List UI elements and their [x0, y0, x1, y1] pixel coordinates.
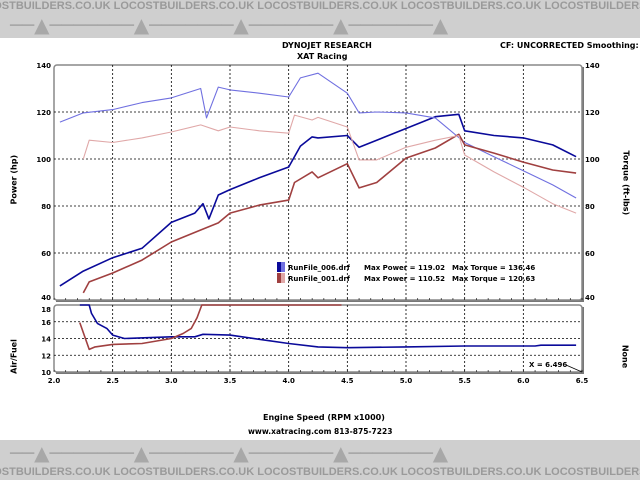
watermark-bottom: ──▲───────▲───────▲───────▲───────▲ LOCO… — [0, 440, 640, 480]
watermark-text: LOCOSTBUILDERS.CO.UK LOCOSTBUILDERS.CO.U… — [0, 466, 640, 478]
chart-subtitle: XAT Racing — [297, 52, 348, 61]
chart-title: DYNOJET RESEARCH — [282, 41, 372, 50]
x-tick-label: 4.5 — [341, 377, 354, 385]
y-tick-label: 12 — [41, 352, 51, 360]
y2-tick-label: 60 — [585, 250, 595, 258]
x-tick-label: 5.0 — [400, 377, 413, 385]
x-tick-label: 6.0 — [517, 377, 530, 385]
legend-swatch-torque — [281, 262, 285, 272]
x-axis-label: Engine Speed (RPM x1000) — [263, 413, 385, 422]
x-tick-label: 3.0 — [165, 377, 178, 385]
x-tick-label: 4.0 — [282, 377, 295, 385]
plot-area — [53, 64, 583, 301]
contact-info: www.xatracing.com 813-875-7223 — [248, 427, 393, 436]
y-tick-label: 120 — [36, 109, 51, 117]
series-line-run006_power-airfuel — [79, 304, 577, 349]
y-tick-label: 16 — [41, 319, 51, 327]
cursor-annotation: X = 6.496 — [529, 361, 567, 369]
y-tick-label: 80 — [41, 203, 51, 211]
legend-max-torque: Max Torque = 120.63 — [452, 275, 535, 283]
y2-tick-label: 100 — [585, 156, 600, 164]
y2-tick-label: 40 — [585, 294, 595, 302]
y-tick-label: 14 — [41, 336, 51, 344]
watermark-text: LOCOSTBUILDERS.CO.UK LOCOSTBUILDERS.CO.U… — [0, 0, 640, 12]
legend-file: RunFile_001.drf — [288, 275, 351, 283]
annotation-leader — [565, 364, 583, 373]
x-tick-label: 5.5 — [458, 377, 471, 385]
y2-tick-label: 80 — [585, 203, 595, 211]
series-line-run001_torque — [82, 114, 577, 214]
y-tick-label: 40 — [41, 294, 51, 302]
correction-info: CF: UNCORRECTED Smoothing: 5 — [500, 41, 640, 50]
y-tick-label: 100 — [36, 156, 51, 164]
series-line-run006_power — [59, 113, 577, 287]
y-tick-label: 10 — [41, 369, 51, 377]
legend-swatch-power — [277, 273, 281, 283]
car-watermark-icon: ──▲───────▲───────▲───────▲───────▲ — [10, 441, 449, 465]
legend-max-torque: Max Torque = 136.46 — [452, 264, 535, 272]
car-watermark-icon: ──▲───────▲───────▲───────▲───────▲ — [10, 13, 449, 37]
watermark-top: LOCOSTBUILDERS.CO.UK LOCOSTBUILDERS.CO.U… — [0, 0, 640, 38]
y-tick-label: 60 — [41, 250, 51, 258]
legend-file: RunFile_006.drf — [288, 264, 351, 272]
x-tick-label: 2.5 — [106, 377, 119, 385]
series-line-run001_power — [82, 133, 577, 294]
y-tick-label: 18 — [41, 306, 51, 314]
y2-tick-label: 140 — [585, 62, 600, 70]
x-tick-label: 2.0 — [48, 377, 61, 385]
x-tick-label: 6.5 — [576, 377, 589, 385]
legend-max-power: Max Power = 119.02 — [364, 264, 445, 272]
series-line-run001_power-airfuel — [79, 304, 342, 351]
legend-max-power: Max Power = 110.52 — [364, 275, 445, 283]
y-tick-label: 140 — [36, 62, 51, 70]
x-tick-label: 3.5 — [224, 377, 237, 385]
legend-swatch-torque — [281, 273, 285, 283]
y2-tick-label: 120 — [585, 109, 600, 117]
legend-swatch-power — [277, 262, 281, 272]
